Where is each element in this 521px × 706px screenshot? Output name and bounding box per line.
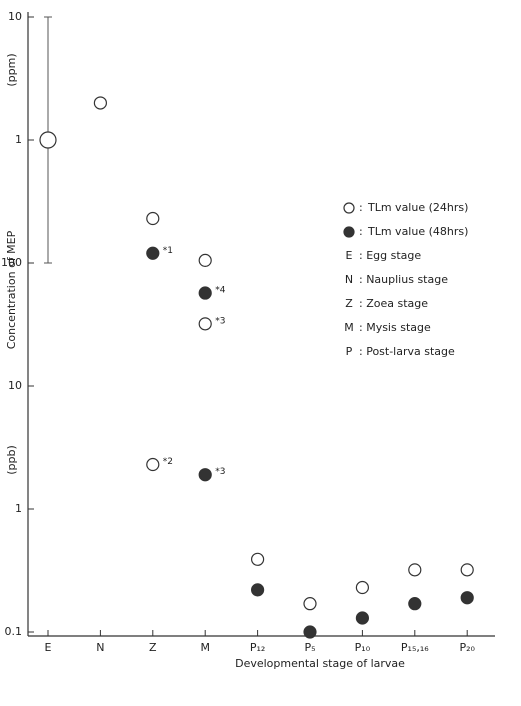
- y-tick-label: 1: [15, 133, 22, 146]
- point-label: *2: [163, 457, 173, 467]
- legend-key-text: : Mysis stage: [359, 321, 431, 334]
- point: [355, 611, 369, 625]
- x-tick-label: E: [45, 641, 52, 654]
- x-axis-label: Developmental stage of larvae: [235, 657, 405, 670]
- x-tick-label: P₁₅,₁₆: [401, 641, 429, 654]
- x-tick-label: P₁₀: [355, 641, 371, 654]
- point: [198, 286, 212, 300]
- point: [303, 597, 317, 611]
- point: [198, 468, 212, 482]
- y-tick-label: 0.1: [5, 625, 23, 638]
- legend-key-text: : Egg stage: [359, 249, 421, 262]
- y-tick-label: 10: [8, 10, 22, 23]
- y-tick-label: 1: [15, 502, 22, 515]
- legend-separator: :: [359, 225, 363, 238]
- legend-key: P: [346, 345, 353, 358]
- point: [303, 625, 317, 639]
- legend-key: N: [345, 273, 353, 286]
- point-label: *4: [215, 286, 226, 296]
- x-tick-label: P₅: [304, 641, 315, 654]
- y-unit-lower: (ppb): [5, 445, 18, 475]
- point: [251, 583, 265, 597]
- point-label: *3: [215, 316, 225, 326]
- legend-marker: [343, 202, 355, 214]
- legend-label: TLm value (48hrs): [367, 225, 468, 238]
- legend-marker: [343, 226, 355, 238]
- point: [198, 317, 212, 331]
- point: [198, 253, 212, 267]
- y-axis-label: Concentration of MEP: [5, 230, 18, 349]
- point-label: *3: [215, 467, 225, 477]
- legend-key-text: : Zoea stage: [359, 297, 428, 310]
- y-tick-label: 10: [8, 379, 22, 392]
- point: [39, 131, 57, 149]
- point: [93, 96, 108, 110]
- point: [251, 552, 265, 566]
- legend-separator: :: [359, 201, 363, 214]
- x-tick-label: Z: [149, 641, 157, 654]
- point: [146, 457, 160, 472]
- point-label: *1: [163, 246, 173, 256]
- x-tick-label: N: [96, 641, 104, 654]
- legend-key: Z: [345, 297, 353, 310]
- x-tick-label: M: [200, 641, 210, 654]
- legend-key: E: [346, 249, 353, 262]
- x-tick-label: P₂₀: [459, 641, 475, 654]
- y-tick-label: 100: [1, 256, 22, 269]
- point: [355, 580, 369, 595]
- point: [146, 246, 160, 260]
- legend-key-text: : Nauplius stage: [359, 273, 448, 286]
- point: [146, 211, 160, 226]
- point: [460, 563, 474, 577]
- y-unit-upper: (ppm): [5, 53, 18, 86]
- legend-key: M: [344, 321, 354, 334]
- point: [408, 563, 422, 577]
- legend-key-text: : Post-larva stage: [359, 345, 455, 358]
- point: [460, 591, 474, 605]
- x-tick-label: P₁₂: [250, 641, 265, 654]
- legend-label: TLm value (24hrs): [367, 201, 468, 214]
- point: [408, 597, 422, 611]
